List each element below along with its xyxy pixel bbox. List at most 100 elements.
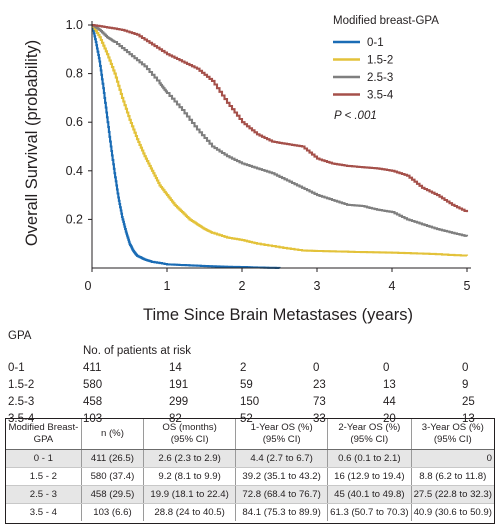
table-header: 3-Year OS (%) (95% CI) [411,419,494,450]
series-line-1.5-2 [92,23,469,257]
table-header: Modified Breast- GPA [6,419,82,450]
table-cell: 4.4 (2.7 to 6.7) [235,449,329,468]
table-header-line: 1-Year OS (%) [250,422,313,433]
table-cell: 1.5 - 2 [6,467,82,486]
risk-gpa: 2.5-3 [8,396,35,408]
risk-count: 0 [462,362,469,374]
table-cell: 2.6 (2.3 to 2.9) [143,449,237,468]
y-tick-label: 0.8 [66,67,83,81]
x-tick-label: 4 [389,279,396,293]
y-tick-label: 0.2 [66,212,83,226]
table-row: 3.5 - 4 103 (6.6) 28.8 (24 to 40.5) 84.1 (7… [6,503,494,521]
x-tick-label: 5 [464,279,471,293]
table-cell: 0 - 1 [6,449,82,468]
survival-chart: 0 1 2 3 4 5 0.2 0.4 0.6 0.8 1.0 Overall Survival (… [23,15,471,324]
series-line-2.5-3 [92,23,469,237]
risk-count: 2 [240,362,247,374]
legend: Modified breast-GPA 0-1 1.5-2 2.5-3 3.5-4 [333,15,439,102]
table-header: OS (months) (95% CI) [143,419,237,450]
table-cell: 0 [411,449,494,468]
table-cell: 39.2 (35.1 to 43.2) [235,467,329,486]
table-header-line: OS (months) [162,422,217,433]
risk-count: 13 [383,379,396,391]
risk-count: 0 [313,362,320,374]
risk-gpa-header: GPA [8,330,32,342]
table-cell: 27.5 (22.8 to 32.3) [411,485,494,504]
table-cell: 19.9 (18.1 to 22.4) [143,485,237,504]
risk-count: 580 [83,379,103,391]
risk-count: 458 [83,396,103,408]
y-tick-label: 1.0 [66,18,83,32]
y-tick-label: 0.4 [66,164,83,178]
risk-row: 0-1 411 14 2 0 0 0 [8,362,498,379]
table-cell: 3.5 - 4 [6,503,82,521]
table-cell: 16 (12.9 to 19.4) [327,467,412,486]
table-row: 0 - 1 411 (26.5) 2.6 (2.3 to 2.9) 4.4 (2.7 … [6,449,494,468]
x-tick-label: 3 [314,279,321,293]
table-cell: 8.8 (6.2 to 11.8) [411,467,494,486]
table-header-line: (95% CI) [170,434,209,445]
table-cell: 40.9 (30.6 to 50.9) [413,507,492,518]
table-header-line: (95% CI) [350,434,389,445]
risk-count: 9 [462,379,469,391]
risk-count: 0 [383,362,390,374]
p-value-annotation: P < .001 [334,110,377,122]
risk-count: 59 [240,379,253,391]
legend-label: 3.5-4 [367,90,394,102]
legend-label: 1.5-2 [367,55,393,67]
table-cell: 9.2 (8.1 to 9.9) [143,467,237,486]
patients-at-risk: GPA No. of patients at risk 0-1 411 14 2 0 0 0… [8,330,498,430]
x-tick-label: 2 [239,279,246,293]
risk-count: 73 [313,396,326,408]
table-cell: 72.8 (68.4 to 76.7) [235,485,329,504]
risk-count: 191 [169,379,189,391]
table-cell: 580 (37.4) [81,467,145,486]
x-tick-label: 1 [164,279,171,293]
legend-label: 2.5-3 [367,72,393,84]
table-cell: 411 (26.5) [81,449,145,468]
table-header-line: (95% CI) [433,434,472,445]
series-line-3.5-4 [92,23,469,213]
risk-count: 150 [240,396,260,408]
table-cell: 45 (40.1 to 49.8) [327,485,412,504]
axes: 0 1 2 3 4 5 0.2 0.4 0.6 0.8 1.0 [66,18,471,293]
legend-label: 0-1 [367,37,384,49]
table-cell: 458 (29.5) [81,485,145,504]
risk-count: 23 [313,379,326,391]
survival-table: Modified Breast- GPA n (%) OS (months) (95% … [5,418,495,524]
x-tick-label: 0 [85,279,92,293]
table-cell: 0.6 (0.1 to 2.1) [327,449,412,468]
risk-count: 299 [169,396,189,408]
legend-title: Modified breast-GPA [333,15,439,27]
table-header-line: Modified Breast- [8,422,79,433]
risk-gpa: 0-1 [8,362,25,374]
table-row: 1.5 - 2 580 (37.4) 9.2 (8.1 to 9.9) 39.2 (3… [6,467,494,486]
table-cell: 61.3 (50.7 to 70.3) [327,503,412,521]
x-axis-label: Time Since Brain Metastases (years) [143,306,413,324]
table-cell: 2.5 - 3 [6,485,82,504]
risk-count: 411 [83,362,102,374]
table-header: n (%) [81,419,145,450]
risk-row: 2.5-3 458 299 150 73 44 25 [8,396,498,413]
table-header-line: 3-Year OS (%) [421,422,484,433]
risk-gpa: 1.5-2 [8,379,35,391]
table-header: 2-Year OS (%) (95% CI) [327,419,412,450]
table-row: 2.5 - 3 458 (29.5) 19.9 (18.1 to 22.4) 72.8… [6,485,494,504]
risk-count: 44 [383,396,396,408]
table-header-line: 2-Year OS (%) [338,422,401,433]
risk-row: 1.5-2 580 191 59 23 13 9 [8,379,498,396]
risk-count: 14 [169,362,182,374]
y-axis-label: Overall Survival (probability) [23,40,41,246]
table-header-line: (95% CI) [262,434,301,445]
table-cell: 84.1 (75.3 to 89.9) [235,503,329,521]
table-header-line: GPA [33,434,54,445]
risk-count-header: No. of patients at risk [83,345,192,357]
table-header: 1-Year OS (%) (95% CI) [235,419,329,450]
y-tick-label: 0.6 [66,115,83,129]
series-lines [91,23,469,269]
table-cell: 103 (6.6) [81,503,145,521]
table-header-line: n (%) [100,428,124,439]
series-line-0-1 [91,23,281,269]
table-cell: 28.8 (24 to 40.5) [143,503,237,521]
risk-count: 25 [462,396,475,408]
